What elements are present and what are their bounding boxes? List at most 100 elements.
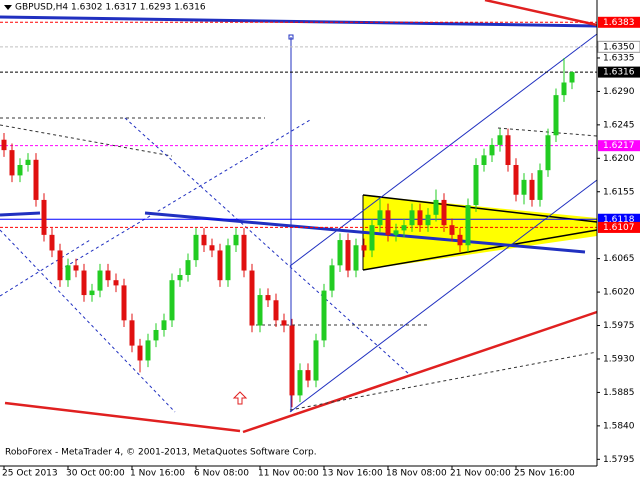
candle-body: [65, 265, 71, 281]
x-tick-label: 11 Nov 00:00: [258, 469, 319, 479]
candle-body: [305, 370, 311, 381]
dashed-line: [289, 351, 598, 411]
candle-body: [321, 290, 327, 341]
y-tick-label: 1.6290: [603, 87, 635, 97]
candle-body: [105, 270, 111, 281]
candle-body: [161, 320, 167, 330]
candle-body: [25, 159, 31, 165]
candle-body: [505, 135, 511, 165]
triangle-edge: [362, 194, 598, 223]
candle-body: [529, 179, 535, 200]
candle-body: [553, 95, 559, 136]
candle-body: [249, 270, 255, 326]
candle-body: [289, 325, 295, 396]
candle-body: [569, 72, 575, 83]
level-label: 1.6107: [603, 223, 635, 233]
candle-body: [273, 300, 279, 321]
candle-body: [209, 245, 215, 251]
triangle-edge: [362, 229, 598, 271]
candle-body: [17, 164, 23, 176]
candle-body: [369, 225, 375, 251]
candle-body: [113, 280, 119, 286]
level-box: [598, 16, 640, 28]
y-tick-label: 1.5795: [603, 455, 635, 465]
dashed-line: [59, 119, 311, 271]
level-label: 1.6118: [603, 215, 635, 225]
candle-body: [521, 179, 527, 195]
candle-body: [345, 240, 351, 271]
x-tick-label: 6 Nov 08:00: [194, 469, 249, 479]
candle-body: [153, 329, 159, 341]
candle-body: [193, 234, 199, 261]
candle-body: [1, 139, 7, 151]
candle-body: [137, 345, 143, 361]
candle-body: [329, 265, 335, 291]
candle-body: [441, 199, 447, 226]
dashed-line: [124, 117, 411, 376]
candle-body: [425, 214, 431, 226]
candle-body: [297, 370, 303, 396]
level-box: [598, 140, 640, 152]
trend-line: [4, 401, 241, 433]
y-tick-label: 1.6245: [603, 120, 635, 130]
candle-body: [465, 205, 471, 246]
y-tick-label: 1.5885: [603, 388, 635, 398]
candle-body: [217, 250, 223, 281]
handle: [288, 34, 294, 40]
candle-body: [361, 245, 367, 251]
candle-body: [233, 234, 239, 246]
candle-body: [33, 159, 39, 200]
y-tick-label: 1.6335: [603, 53, 635, 63]
candle-body: [41, 199, 47, 235]
candle-body: [169, 280, 175, 321]
x-tick-label: 25 Oct 2013: [2, 469, 58, 479]
y-tick-label: 1.5930: [603, 354, 635, 364]
candle-body: [417, 210, 423, 226]
candle-body: [313, 340, 319, 381]
candle-body: [225, 245, 231, 281]
y-tick-label: 1.5840: [603, 421, 635, 431]
candle-body: [377, 210, 383, 226]
level-box: [597, 40, 640, 53]
candle-body: [57, 250, 63, 281]
y-tick-label: 1.6155: [603, 187, 635, 197]
level-box: [598, 66, 640, 78]
x-tick-label: 13 Nov 16:00: [322, 469, 383, 479]
candle-body: [265, 295, 271, 301]
candle-body: [385, 210, 391, 235]
candle-body: [561, 82, 567, 96]
candle-body: [97, 270, 103, 291]
candle-body: [129, 320, 135, 346]
title-icon: [4, 5, 12, 10]
dashed-line: [0, 124, 173, 157]
candle-body: [481, 155, 487, 165]
candle-body: [281, 320, 287, 326]
candle-body: [257, 295, 263, 326]
candle-body: [433, 199, 439, 215]
candle-body: [393, 230, 399, 235]
arrow-icon: [232, 391, 248, 405]
channel-line: [289, 179, 598, 413]
candle-body: [81, 270, 87, 296]
candle-body: [449, 225, 455, 235]
footer: RoboForex - MetaTrader 4, © 2001-2013, M…: [5, 448, 317, 458]
candle-body: [89, 290, 95, 296]
trend-line: [242, 310, 598, 434]
dashed-line: [0, 229, 176, 413]
candle-body: [241, 234, 247, 271]
candle-body: [185, 260, 191, 275]
candle-body: [337, 240, 343, 266]
y-tick-label: 1.6020: [603, 288, 635, 298]
x-tick-label: 21 Nov 00:00: [450, 469, 511, 479]
chart-title: GBPUSD,H4 1.6302 1.6317 1.6293 1.6316: [15, 3, 206, 13]
candle-body: [9, 150, 15, 176]
candle-body: [401, 225, 407, 231]
x-tick-label: 18 Nov 08:00: [386, 469, 447, 479]
candle-body: [49, 234, 55, 251]
y-tick-label: 1.5975: [603, 321, 635, 331]
candle-body: [145, 340, 151, 361]
candle-body: [201, 234, 207, 246]
